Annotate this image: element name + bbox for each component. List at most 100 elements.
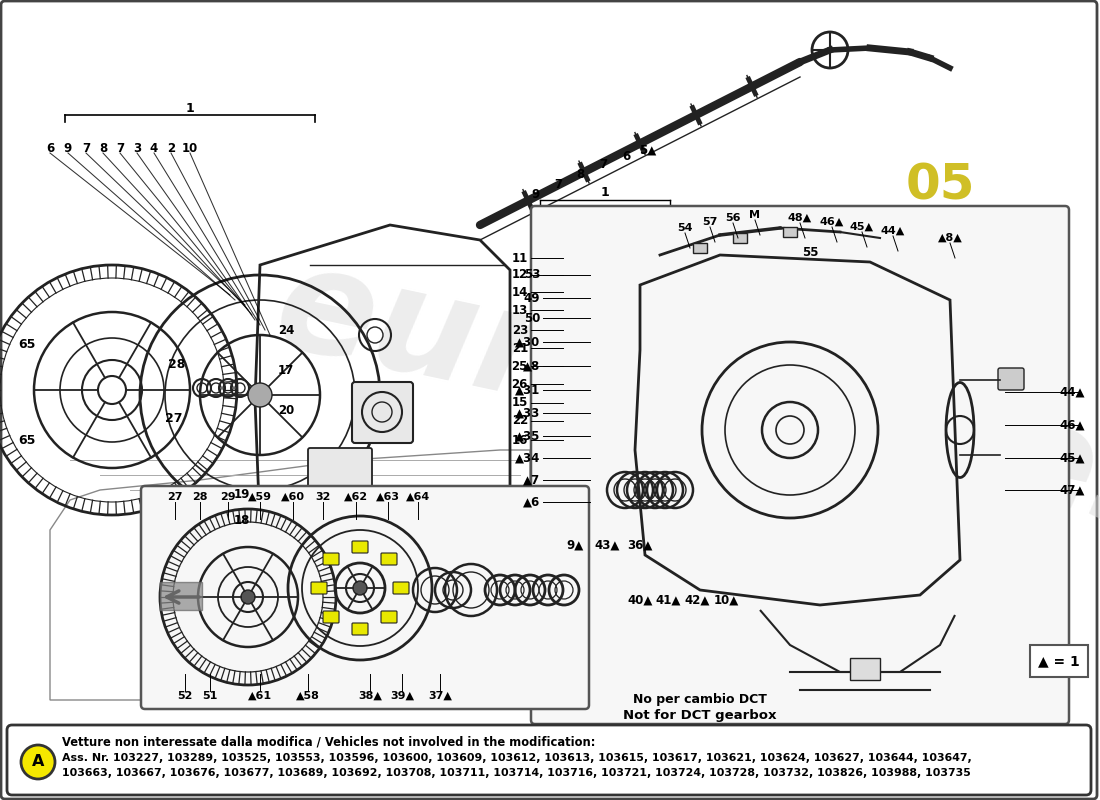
FancyBboxPatch shape [849, 658, 880, 680]
FancyBboxPatch shape [160, 582, 202, 610]
Text: 25: 25 [512, 359, 528, 373]
Text: ▲6: ▲6 [522, 495, 540, 509]
Text: 3: 3 [133, 142, 141, 154]
Text: 29: 29 [220, 492, 235, 502]
Text: 36▲: 36▲ [627, 538, 652, 551]
Text: 8: 8 [99, 142, 107, 154]
FancyBboxPatch shape [783, 226, 798, 238]
FancyBboxPatch shape [693, 242, 707, 254]
Circle shape [21, 745, 55, 779]
Text: ▲8▲: ▲8▲ [937, 233, 962, 243]
Text: 5▲: 5▲ [639, 143, 657, 157]
Text: 42▲: 42▲ [684, 594, 710, 606]
FancyBboxPatch shape [531, 206, 1069, 724]
Text: 65: 65 [18, 434, 35, 446]
Text: 39▲: 39▲ [390, 691, 414, 701]
Text: 14: 14 [512, 286, 528, 298]
Text: ▲34: ▲34 [515, 451, 540, 465]
Text: 57: 57 [702, 217, 717, 227]
Text: 27: 27 [165, 411, 183, 425]
Text: 1: 1 [186, 102, 195, 114]
FancyBboxPatch shape [7, 725, 1091, 795]
FancyBboxPatch shape [311, 582, 327, 594]
Text: 46▲: 46▲ [820, 217, 844, 227]
FancyBboxPatch shape [733, 233, 747, 243]
Text: 41▲: 41▲ [656, 594, 681, 606]
FancyBboxPatch shape [141, 486, 588, 709]
Text: 10▲: 10▲ [714, 594, 738, 606]
Text: 49: 49 [524, 291, 540, 305]
Circle shape [353, 581, 367, 595]
FancyBboxPatch shape [1030, 645, 1088, 678]
Text: 44▲: 44▲ [881, 226, 905, 236]
Text: ▲33: ▲33 [515, 406, 540, 419]
Text: M: M [749, 210, 760, 220]
Text: ▲63: ▲63 [376, 492, 400, 502]
Text: 9: 9 [531, 189, 539, 202]
Text: 2: 2 [167, 142, 175, 154]
Text: 1: 1 [601, 186, 609, 199]
Text: 52: 52 [177, 691, 192, 701]
Text: ▲64: ▲64 [406, 492, 430, 502]
Circle shape [241, 590, 255, 604]
Text: 26: 26 [512, 378, 528, 390]
Text: 20: 20 [278, 403, 295, 417]
Text: 24: 24 [278, 323, 295, 337]
FancyBboxPatch shape [308, 448, 372, 497]
Text: 47▲: 47▲ [1059, 483, 1085, 497]
Text: 55: 55 [802, 246, 818, 258]
Text: 11: 11 [512, 251, 528, 265]
Text: 8: 8 [576, 169, 584, 182]
Text: No per cambio DCT: No per cambio DCT [634, 694, 767, 706]
Text: 18: 18 [234, 514, 251, 526]
Text: 45▲: 45▲ [1059, 451, 1085, 465]
Text: Ass. Nr. 103227, 103289, 103525, 103553, 103596, 103600, 103609, 103612, 103613,: Ass. Nr. 103227, 103289, 103525, 103553,… [62, 753, 971, 763]
Text: 23: 23 [512, 323, 528, 337]
Text: ▲7: ▲7 [522, 474, 540, 486]
Text: 40▲: 40▲ [627, 594, 652, 606]
Text: 43▲: 43▲ [594, 538, 619, 551]
Text: 7: 7 [81, 142, 90, 154]
Text: 6: 6 [46, 142, 54, 154]
FancyBboxPatch shape [352, 623, 368, 635]
Text: 13: 13 [512, 303, 528, 317]
Text: 22: 22 [512, 414, 528, 427]
Text: 28: 28 [168, 358, 186, 371]
Text: ▲60: ▲60 [280, 492, 305, 502]
Text: 44▲: 44▲ [1059, 386, 1085, 398]
Text: 53: 53 [524, 269, 540, 282]
Text: 50: 50 [524, 311, 540, 325]
Text: ▲58: ▲58 [296, 691, 320, 701]
Text: 6: 6 [621, 150, 630, 163]
Text: 7: 7 [116, 142, 124, 154]
Circle shape [248, 383, 272, 407]
Text: ▲ = 1: ▲ = 1 [1038, 654, 1080, 668]
FancyBboxPatch shape [998, 368, 1024, 390]
Text: 38▲: 38▲ [359, 691, 382, 701]
Text: Not for DCT gearbox: Not for DCT gearbox [624, 709, 777, 722]
Text: 32: 32 [316, 492, 331, 502]
Text: 28: 28 [192, 492, 208, 502]
Text: 4: 4 [150, 142, 158, 154]
Text: 7: 7 [554, 178, 562, 191]
Text: ▲30: ▲30 [515, 335, 540, 349]
Text: ▲62: ▲62 [344, 492, 369, 502]
Text: ▲35: ▲35 [515, 430, 540, 442]
Text: 56: 56 [725, 213, 740, 223]
Text: ▲59: ▲59 [248, 492, 272, 502]
Text: 45▲: 45▲ [850, 222, 875, 232]
Text: ▲31: ▲31 [515, 383, 540, 397]
Text: eurospares: eurospares [264, 235, 1100, 565]
Text: 54: 54 [678, 223, 693, 233]
Text: Vetture non interessate dalla modifica / Vehicles not involved in the modificati: Vetture non interessate dalla modifica /… [62, 735, 595, 749]
Text: 10: 10 [182, 142, 198, 154]
Text: 16: 16 [512, 434, 528, 446]
FancyBboxPatch shape [393, 582, 409, 594]
Text: 12: 12 [512, 269, 528, 282]
Text: 7: 7 [598, 158, 607, 171]
Text: ▲61: ▲61 [248, 691, 272, 701]
Text: 9: 9 [64, 142, 73, 154]
Text: 9▲: 9▲ [566, 538, 584, 551]
FancyBboxPatch shape [323, 553, 339, 565]
Text: 05: 05 [905, 161, 975, 209]
